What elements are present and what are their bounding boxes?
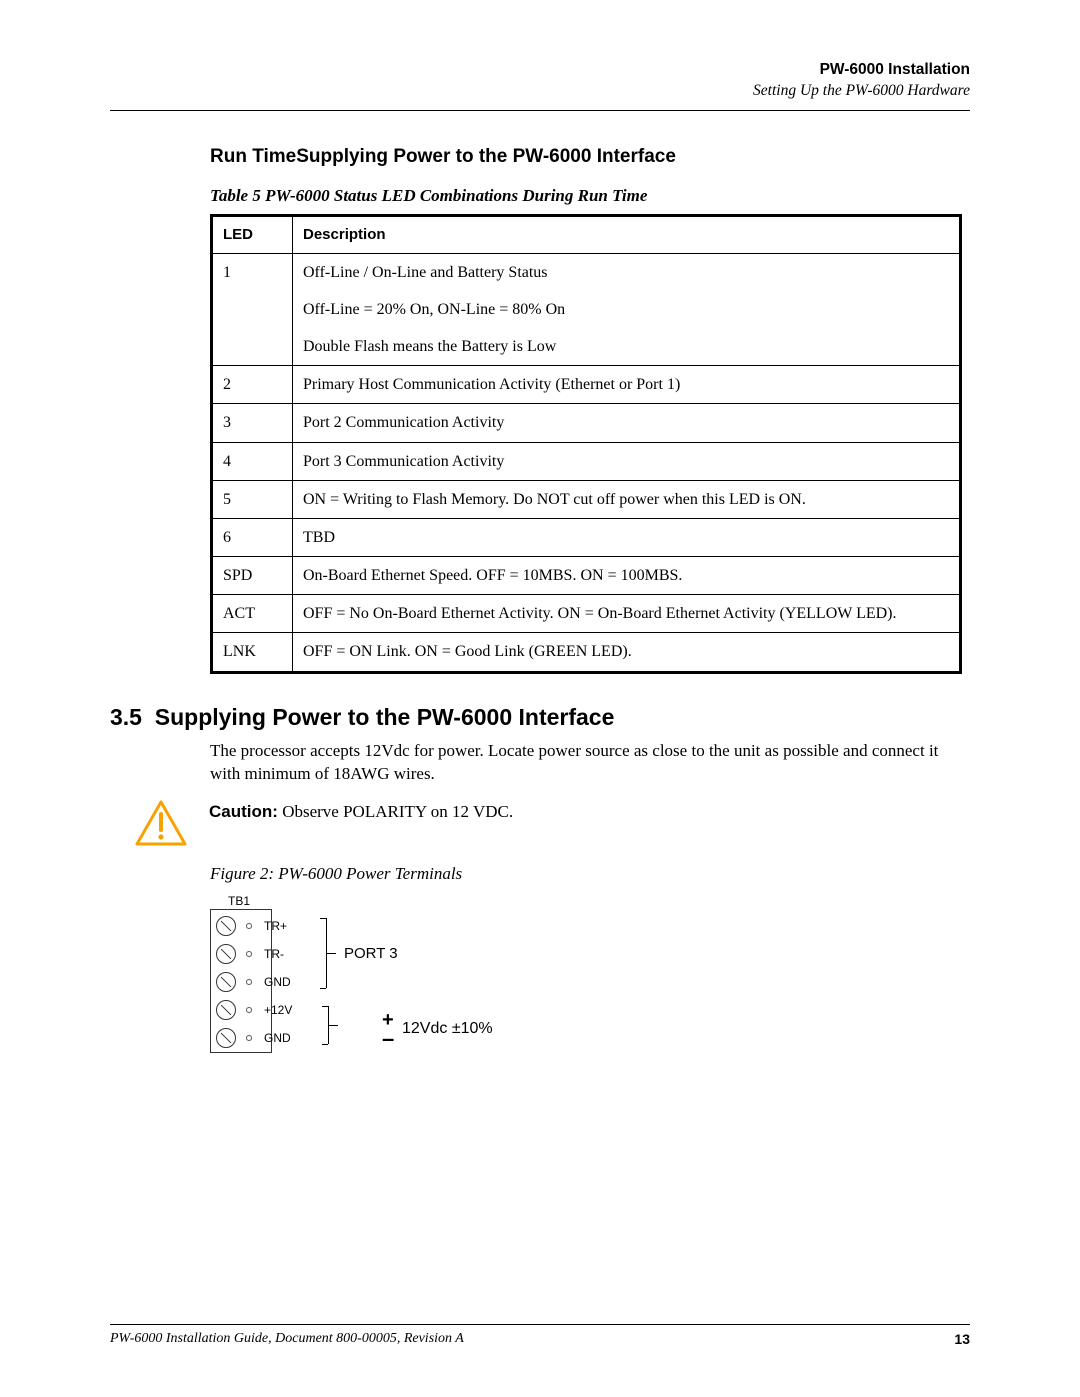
- col-description: Description: [293, 216, 960, 253]
- description-line: Port 2 Communication Activity: [303, 411, 949, 434]
- col-led: LED: [213, 216, 293, 253]
- cell-led: 5: [213, 480, 293, 518]
- cell-led: 4: [213, 442, 293, 480]
- pin-label: TR+: [264, 919, 298, 933]
- bracket-segment: [320, 988, 326, 989]
- description-line: Port 3 Communication Activity: [303, 450, 949, 473]
- pin-label: GND: [264, 1031, 298, 1045]
- caution-text: Observe POLARITY on 12 VDC.: [278, 802, 513, 821]
- screw-icon: [216, 916, 236, 936]
- description-line: Double Flash means the Battery is Low: [303, 335, 949, 358]
- footer-rule: [110, 1324, 970, 1325]
- pinhole-icon: [246, 923, 252, 929]
- port3-label: PORT 3: [344, 945, 398, 962]
- pinhole-icon: [246, 1035, 252, 1041]
- cell-led: SPD: [213, 557, 293, 595]
- cell-led: 6: [213, 518, 293, 556]
- pin-label: GND: [264, 975, 298, 989]
- cell-led: 3: [213, 404, 293, 442]
- description-line: Primary Host Communication Activity (Eth…: [303, 373, 949, 396]
- description-line: Off-Line = 20% On, ON-Line = 80% On: [303, 298, 949, 321]
- table-row: 2 Primary Host Communication Activity (Et…: [213, 366, 960, 404]
- section-title: Supplying Power to the PW-6000 Interface: [155, 704, 615, 730]
- section-number: 3.5: [110, 704, 142, 730]
- description-line: OFF = No On-Board Ethernet Activity. ON …: [303, 602, 949, 625]
- terminal-block-diagram: TB1 TR+ TR- GND +12V: [210, 894, 570, 1064]
- cell-description: Primary Host Communication Activity (Eth…: [293, 366, 960, 404]
- led-table: LED Description 1Off-Line / On-Line and …: [212, 216, 960, 672]
- voltage-label: 12Vdc ±10%: [402, 1020, 493, 1038]
- footer-doc-info: PW-6000 Installation Guide, Document 800…: [110, 1331, 464, 1347]
- table-row: 6 TBD: [213, 518, 960, 556]
- cell-description: TBD: [293, 518, 960, 556]
- bracket-segment: [328, 1025, 338, 1026]
- table-row: 5 ON = Writing to Flash Memory. Do NOT cu…: [213, 480, 960, 518]
- terminal-row: GND: [210, 968, 570, 996]
- description-line: On-Board Ethernet Speed. OFF = 10MBS. ON…: [303, 564, 949, 587]
- screw-icon: [216, 1028, 236, 1048]
- cell-description: OFF = No On-Board Ethernet Activity. ON …: [293, 595, 960, 633]
- tb1-label: TB1: [228, 894, 250, 908]
- screw-icon: [216, 944, 236, 964]
- caution-label: Caution:: [209, 802, 278, 821]
- cell-description: ON = Writing to Flash Memory. Do NOT cut…: [293, 480, 960, 518]
- description-line: TBD: [303, 526, 949, 549]
- page-number: 13: [954, 1331, 970, 1347]
- screw-icon: [216, 1000, 236, 1020]
- cell-description: Off-Line / On-Line and Battery Status Off…: [293, 253, 960, 366]
- caution-triangle-icon: [135, 800, 187, 846]
- bracket-segment: [322, 1044, 328, 1045]
- table-row: LNK OFF = ON Link. ON = Good Link (GREEN …: [213, 633, 960, 671]
- caution-block: Caution: Observe POLARITY on 12 VDC.: [135, 800, 970, 846]
- table-caption: Table 5 PW-6000 Status LED Combinations …: [210, 186, 970, 206]
- cell-description: Port 2 Communication Activity: [293, 404, 960, 442]
- led-table-wrapper: LED Description 1Off-Line / On-Line and …: [210, 214, 962, 674]
- table-row: 4 Port 3 Communication Activity: [213, 442, 960, 480]
- header-doc-title: PW-6000 Installation: [110, 60, 970, 81]
- pin-label: +12V: [264, 1003, 298, 1017]
- cell-description: On-Board Ethernet Speed. OFF = 10MBS. ON…: [293, 557, 960, 595]
- run-time-subheading: Run TimeSupplying Power to the PW-6000 I…: [210, 146, 970, 168]
- description-line: ON = Writing to Flash Memory. Do NOT cut…: [303, 488, 949, 511]
- table-row: ACT OFF = No On-Board Ethernet Activity. …: [213, 595, 960, 633]
- cell-led: LNK: [213, 633, 293, 671]
- section-body: The processor accepts 12Vdc for power. L…: [210, 739, 970, 787]
- header-section-path: Setting Up the PW-6000 Hardware: [110, 81, 970, 102]
- table-row: 1Off-Line / On-Line and Battery StatusOf…: [213, 253, 960, 366]
- cell-description: Port 3 Communication Activity: [293, 442, 960, 480]
- terminal-row: TR+: [210, 912, 570, 940]
- header-rule: [110, 110, 970, 111]
- cell-led: 1: [213, 253, 293, 366]
- cell-led: ACT: [213, 595, 293, 633]
- cell-description: OFF = ON Link. ON = Good Link (GREEN LED…: [293, 633, 960, 671]
- pinhole-icon: [246, 951, 252, 957]
- screw-icon: [216, 972, 236, 992]
- bracket-segment: [326, 953, 336, 954]
- pinhole-icon: [246, 979, 252, 985]
- minus-symbol: –: [382, 1034, 394, 1044]
- pin-label: TR-: [264, 947, 298, 961]
- page-footer: PW-6000 Installation Guide, Document 800…: [110, 1324, 970, 1347]
- pinhole-icon: [246, 1007, 252, 1013]
- table-row: 3 Port 2 Communication Activity: [213, 404, 960, 442]
- section-heading: 3.5 Supplying Power to the PW-6000 Inter…: [110, 704, 970, 731]
- figure-caption: Figure 2: PW-6000 Power Terminals: [210, 864, 970, 884]
- cell-led: 2: [213, 366, 293, 404]
- description-line: Off-Line / On-Line and Battery Status: [303, 261, 949, 284]
- description-line: OFF = ON Link. ON = Good Link (GREEN LED…: [303, 640, 949, 663]
- table-header-row: LED Description: [213, 216, 960, 253]
- table-row: SPD On-Board Ethernet Speed. OFF = 10MBS.…: [213, 557, 960, 595]
